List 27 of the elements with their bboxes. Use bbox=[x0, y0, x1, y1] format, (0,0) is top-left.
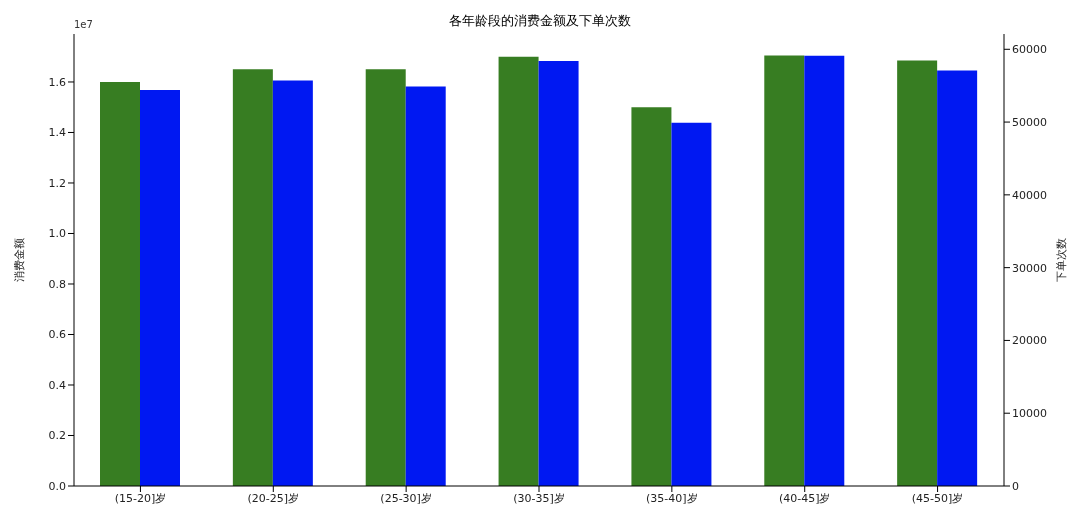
y-tick-label: 1.4 bbox=[48, 126, 66, 140]
text: 1e7 bbox=[74, 19, 93, 30]
y-tick-label: 0.0 bbox=[48, 479, 66, 493]
y2-tick-label: 20000 bbox=[1012, 334, 1047, 348]
y2-tick-label: 10000 bbox=[1012, 407, 1047, 421]
y2-tick-label: 50000 bbox=[1012, 115, 1047, 129]
x-tick-label: (30-35]岁 bbox=[513, 491, 565, 505]
x-tick-label: (20-25]岁 bbox=[247, 491, 300, 505]
y-axis-title: 消费金额 bbox=[13, 238, 27, 282]
x-tick-label: (15-20]岁 bbox=[114, 491, 167, 505]
y2-tick-label: 30000 bbox=[1012, 261, 1047, 275]
x-tick-label: (45-50]岁 bbox=[911, 491, 964, 505]
y2-axis-title: 下单次数 bbox=[1055, 238, 1069, 282]
y2-tick-label: 0 bbox=[1012, 479, 1019, 493]
x-tick-label: (35-40]岁 bbox=[646, 491, 698, 505]
y-tick-label: 1.6 bbox=[48, 75, 66, 89]
chart-title: 各年龄段的消费金额及下单次数 bbox=[449, 13, 631, 28]
y2-tick-label: 60000 bbox=[1012, 43, 1047, 57]
x-tick-label: (25-30]岁 bbox=[380, 491, 432, 505]
y-tick-label: 0.6 bbox=[48, 328, 66, 342]
y-tick-label: 0.8 bbox=[48, 277, 66, 291]
y-tick-label: 1.0 bbox=[48, 227, 66, 241]
y2-tick-label: 40000 bbox=[1012, 188, 1047, 202]
x-tick-label: (40-45]岁 bbox=[778, 491, 831, 505]
y-tick-label: 1.2 bbox=[48, 176, 66, 190]
y-tick-label: 0.4 bbox=[48, 378, 66, 392]
y-tick-label: 0.2 bbox=[48, 429, 66, 443]
